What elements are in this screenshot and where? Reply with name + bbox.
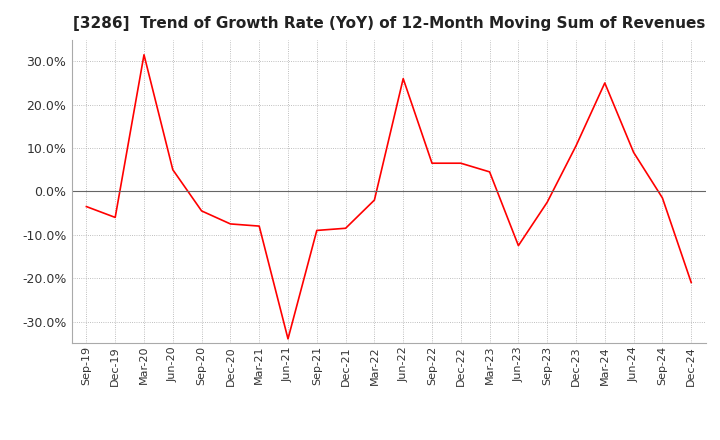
Title: [3286]  Trend of Growth Rate (YoY) of 12-Month Moving Sum of Revenues: [3286] Trend of Growth Rate (YoY) of 12-… <box>73 16 705 32</box>
